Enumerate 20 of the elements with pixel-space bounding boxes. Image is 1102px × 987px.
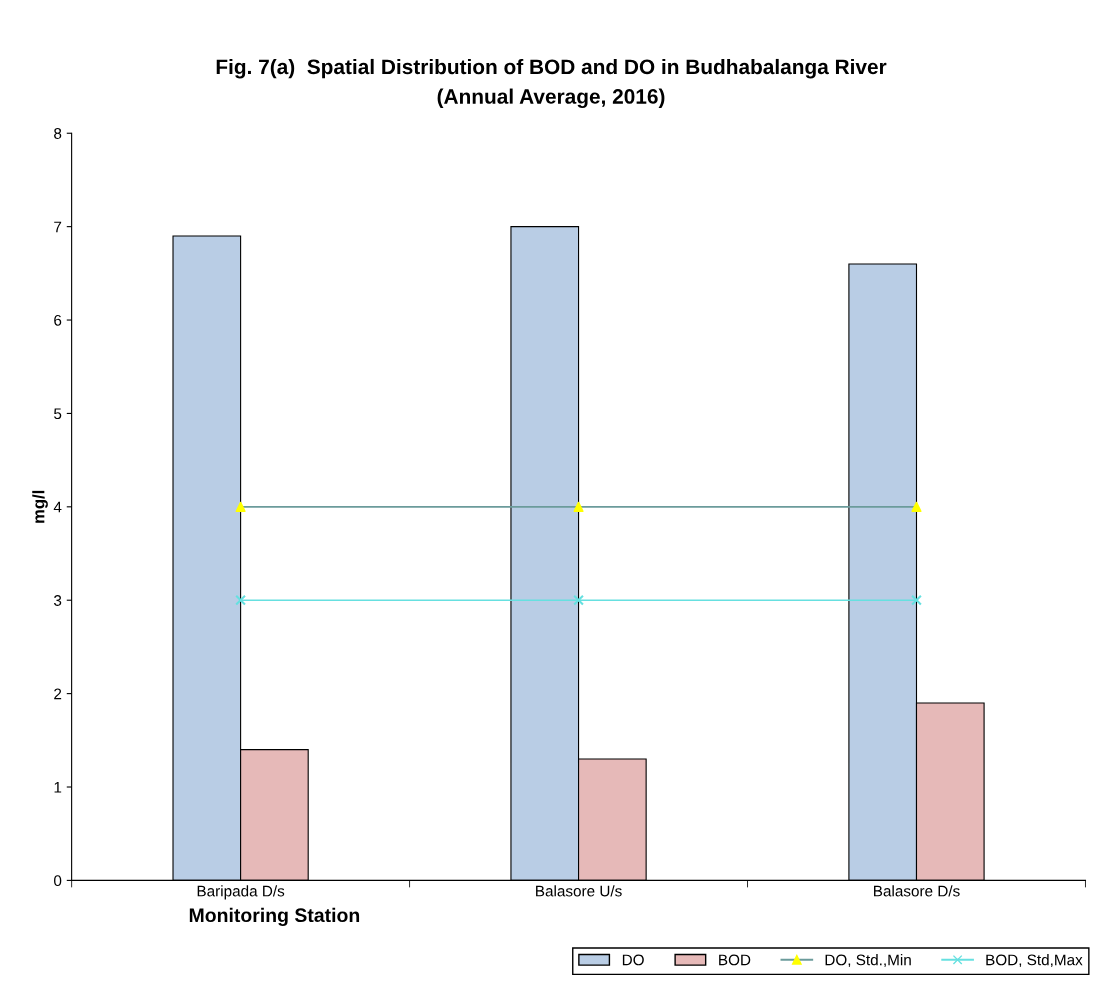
x-axis-title: Monitoring Station xyxy=(189,907,360,927)
y-tick-label: 7 xyxy=(54,221,62,233)
y-tick-label: 8 xyxy=(54,128,62,139)
legend-label: DO xyxy=(622,954,644,966)
y-tick-label: 6 xyxy=(54,314,62,326)
y-tick-label: 4 xyxy=(53,501,62,513)
y-tick-label: 0 xyxy=(54,875,62,887)
legend-label: DO, Std.,Min xyxy=(825,954,911,968)
chart-subtitle: (Annual Average, 2016) xyxy=(437,88,665,109)
x-tick-label: Balasore D/s xyxy=(874,885,960,897)
y-tick-label: 1 xyxy=(54,782,62,793)
y-axis-title: mg/l xyxy=(32,490,48,523)
y-tick-label: 5 xyxy=(54,408,62,420)
x-tick-label: Baripada D/s xyxy=(197,885,285,900)
legend-label: BOD, Std,Max xyxy=(986,954,1083,968)
legend-label: BOD xyxy=(719,954,751,966)
chart-title: Fig. 7(a) Spatial Distribution of BOD and DO in Budhabalanga River xyxy=(216,58,887,79)
y-tick-label: 2 xyxy=(54,688,62,700)
x-tick-label: Balasore U/s xyxy=(536,885,622,897)
y-tick-label: 3 xyxy=(53,595,62,606)
